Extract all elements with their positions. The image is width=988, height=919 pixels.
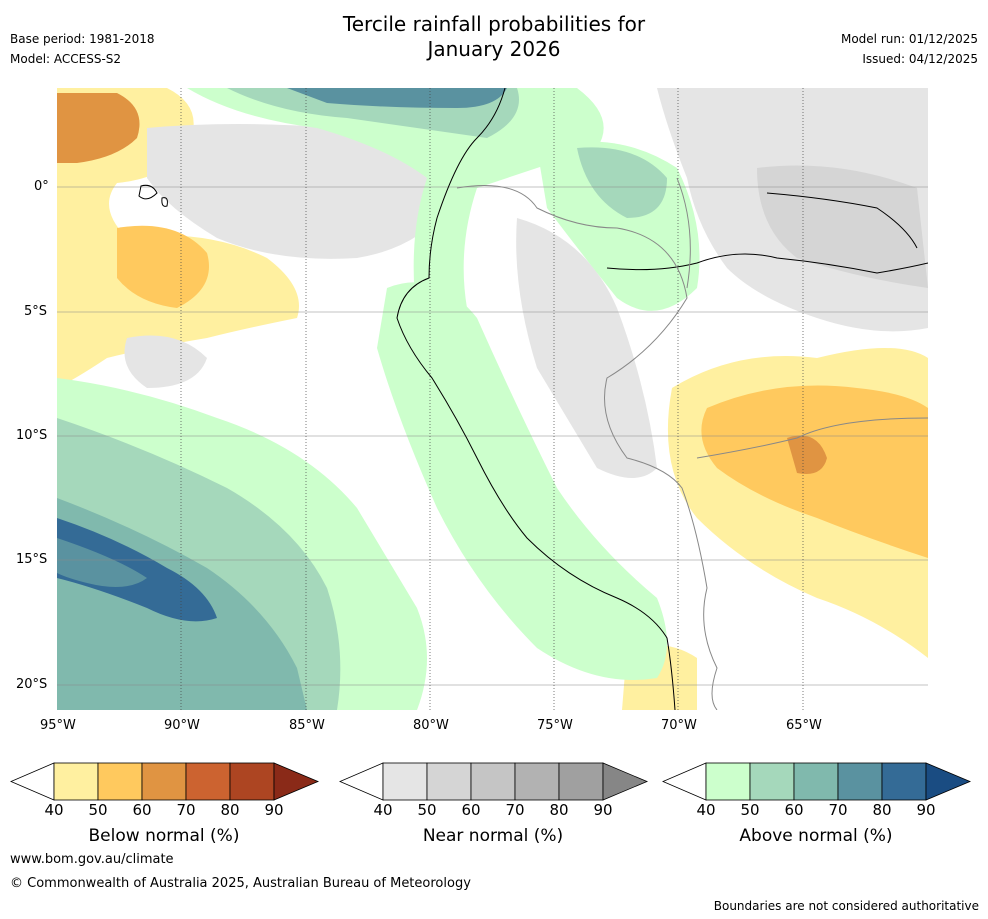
above-normal-coast bbox=[377, 282, 667, 680]
near-normal-colorbar-label: Near normal (%) bbox=[422, 826, 564, 846]
amazon-north-channel bbox=[766, 192, 918, 249]
below-colorbar-high-extend bbox=[273, 762, 320, 801]
below-colorbar-tick-90: 90 bbox=[264, 801, 284, 819]
above-normal-colorbar bbox=[662, 762, 972, 801]
below-normal-colorbar-label: Below normal (%) bbox=[88, 826, 240, 846]
near-colorbar-segment-2 bbox=[426, 762, 472, 801]
above-colorbar-segment-5 bbox=[881, 762, 927, 801]
above-normal-south-blue bbox=[57, 518, 217, 622]
coastline-south-america bbox=[396, 88, 676, 710]
above-colorbar-low-extend bbox=[662, 762, 707, 801]
lon-label-75w: 75°W bbox=[537, 718, 573, 733]
near-colorbar-tick-40: 40 bbox=[373, 801, 393, 819]
lat-label-20s: 20°S bbox=[16, 677, 48, 692]
copyright-text: © Commonwealth of Australia 2025, Austra… bbox=[10, 876, 471, 891]
lon-label-85w: 85°W bbox=[289, 718, 325, 733]
near-colorbar-segment-4 bbox=[514, 762, 560, 801]
meta-left: Base period: 1981-2018 Model: ACCESS-S2 bbox=[10, 29, 155, 69]
near-colorbar-low-extend bbox=[339, 762, 384, 801]
probability-map bbox=[57, 88, 928, 710]
amazon-river bbox=[606, 253, 928, 274]
model-name: Model: ACCESS-S2 bbox=[10, 52, 122, 66]
above-normal-north-core bbox=[287, 88, 507, 108]
base-period: Base period: 1981-2018 bbox=[10, 32, 155, 46]
above-normal-ne-mid bbox=[577, 147, 667, 218]
near-colorbar-segment-3 bbox=[470, 762, 516, 801]
title-line-2: January 2026 bbox=[427, 37, 561, 61]
lon-label-80w: 80°W bbox=[413, 718, 449, 733]
near-normal-west-patch bbox=[124, 335, 207, 388]
lon-label-65w: 65°W bbox=[786, 718, 822, 733]
lat-label-10s: 10°S bbox=[16, 428, 48, 443]
lon-label-70w: 70°W bbox=[661, 718, 697, 733]
above-colorbar-tick-80: 80 bbox=[872, 801, 892, 819]
below-normal-west-mid bbox=[117, 225, 209, 308]
issued-date: Issued: 04/12/2025 bbox=[862, 52, 978, 66]
galapagos-islands bbox=[138, 184, 168, 207]
below-normal-east-hot bbox=[787, 435, 827, 474]
above-colorbar-tick-50: 50 bbox=[740, 801, 760, 819]
near-colorbar-high-extend bbox=[602, 762, 649, 801]
below-colorbar-segment-4 bbox=[185, 762, 231, 801]
lat-label-0: 0° bbox=[34, 179, 49, 194]
below-colorbar-segment-3 bbox=[141, 762, 187, 801]
above-normal-colorbar-label: Above normal (%) bbox=[739, 826, 893, 846]
below-colorbar-segment-2 bbox=[97, 762, 143, 801]
above-normal-south-core bbox=[57, 538, 147, 587]
below-normal-colorbar bbox=[10, 762, 320, 801]
below-colorbar-low-extend bbox=[10, 762, 55, 801]
above-colorbar-tick-90: 90 bbox=[916, 801, 936, 819]
below-colorbar-tick-50: 50 bbox=[88, 801, 108, 819]
near-colorbar-tick-60: 60 bbox=[461, 801, 481, 819]
above-colorbar-tick-60: 60 bbox=[784, 801, 804, 819]
lat-label-15s: 15°S bbox=[16, 552, 48, 567]
model-run: Model run: 01/12/2025 bbox=[840, 32, 978, 46]
lon-label-90w: 90°W bbox=[164, 718, 200, 733]
below-colorbar-segment-5 bbox=[229, 762, 275, 801]
near-normal-north bbox=[147, 124, 449, 259]
below-colorbar-tick-70: 70 bbox=[176, 801, 196, 819]
above-colorbar-tick-40: 40 bbox=[696, 801, 716, 819]
near-colorbar-tick-50: 50 bbox=[417, 801, 437, 819]
above-colorbar-segment-3 bbox=[793, 762, 839, 801]
near-normal-central bbox=[516, 218, 657, 478]
above-colorbar-segment-1 bbox=[705, 762, 751, 801]
near-colorbar-tick-90: 90 bbox=[593, 801, 613, 819]
near-colorbar-tick-80: 80 bbox=[549, 801, 569, 819]
website-link[interactable]: www.bom.gov.au/climate bbox=[10, 852, 174, 867]
above-colorbar-segment-2 bbox=[749, 762, 795, 801]
disclaimer-text: Boundaries are not considered authoritat… bbox=[713, 899, 979, 913]
lat-gridlines bbox=[57, 186, 928, 686]
above-normal-north bbox=[187, 88, 604, 331]
below-colorbar-segment-1 bbox=[53, 762, 99, 801]
above-colorbar-tick-70: 70 bbox=[828, 801, 848, 819]
near-colorbar-segment-5 bbox=[558, 762, 604, 801]
border-lines bbox=[456, 177, 928, 710]
above-colorbar-high-extend bbox=[925, 762, 972, 801]
above-colorbar-segment-4 bbox=[837, 762, 883, 801]
below-colorbar-tick-80: 80 bbox=[220, 801, 240, 819]
near-normal-colorbar bbox=[339, 762, 649, 801]
near-colorbar-segment-1 bbox=[382, 762, 428, 801]
near-colorbar-tick-70: 70 bbox=[505, 801, 525, 819]
lon-label-95w: 95°W bbox=[40, 718, 76, 733]
lat-label-5s: 5°S bbox=[24, 304, 48, 319]
below-colorbar-tick-60: 60 bbox=[132, 801, 152, 819]
meta-right: Model run: 01/12/2025 Issued: 04/12/2025 bbox=[841, 29, 978, 69]
below-normal-west-core bbox=[57, 93, 140, 163]
title-line-1: Tercile rainfall probabilities for bbox=[342, 12, 646, 36]
map-canvas bbox=[57, 88, 928, 710]
below-colorbar-tick-40: 40 bbox=[44, 801, 64, 819]
map-title: Tercile rainfall probabilities for Janua… bbox=[0, 12, 988, 62]
